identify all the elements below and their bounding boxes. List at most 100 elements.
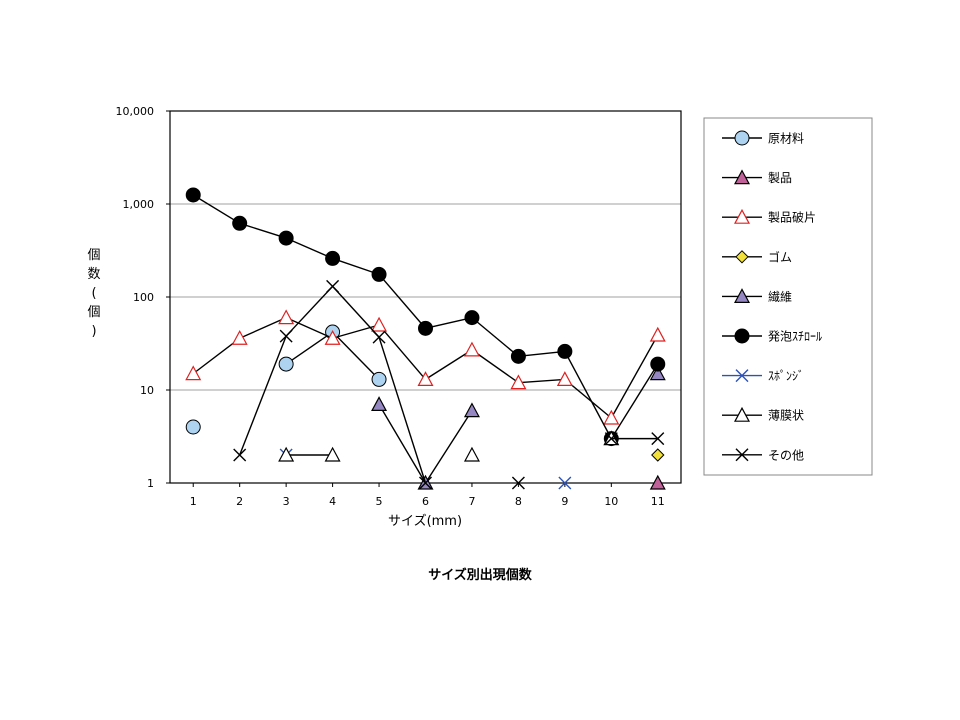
- series-line-segment: [285, 331, 333, 365]
- legend-label: 製品: [768, 171, 792, 185]
- series-line-segment: [378, 324, 427, 380]
- series-line-segment: [378, 273, 427, 329]
- y-axis-label-char: ): [91, 324, 97, 339]
- data-point: [603, 409, 620, 425]
- x-axis-ticks: 1 2 3 4 5 6 7 8 9 10 11: [190, 483, 665, 508]
- data-point: [371, 266, 387, 282]
- legend-marker: [734, 328, 750, 344]
- y-axis-label-char: (: [91, 286, 97, 301]
- y-tick-label: 10,000: [116, 105, 155, 118]
- x-tick-label: 10: [604, 495, 618, 508]
- series-line-segment: [239, 222, 287, 239]
- data-point: [651, 448, 665, 462]
- data-point: [185, 187, 201, 203]
- data-point: [651, 432, 665, 446]
- legend-marker: [733, 169, 751, 185]
- data-point: [278, 230, 294, 246]
- x-tick-label: 4: [329, 495, 336, 508]
- series-line-segment: [425, 316, 473, 330]
- series-1: [649, 474, 666, 490]
- legend-label: その他: [768, 448, 804, 462]
- legend-item: 発泡ｽﾁﾛｰﾙ: [722, 328, 822, 344]
- data-point: [324, 329, 341, 345]
- series-line-segment: [610, 363, 659, 439]
- data-point: [278, 446, 295, 462]
- data-point: [650, 356, 666, 372]
- data-point: [649, 474, 666, 490]
- legend-label: 製品破片: [768, 210, 816, 225]
- data-point: [185, 365, 202, 381]
- data-point: [371, 396, 388, 412]
- x-tick-label: 6: [422, 495, 429, 508]
- data-point: [510, 374, 527, 390]
- data-point: [231, 329, 248, 345]
- legend-marker: [735, 250, 749, 264]
- series-line-segment: [424, 410, 473, 484]
- data-point: [604, 432, 618, 446]
- series-3: [651, 448, 665, 462]
- data-point: [233, 448, 247, 462]
- series-layer: [185, 187, 666, 490]
- x-tick-label: 11: [651, 495, 665, 508]
- series-line-segment: [332, 285, 380, 338]
- legend-marker: [733, 406, 751, 422]
- data-point: [278, 309, 295, 325]
- data-point: [417, 371, 434, 387]
- series-line-segment: [425, 349, 473, 380]
- series-line-segment: [564, 351, 612, 439]
- y-tick-label: 100: [133, 291, 154, 304]
- data-point: [278, 356, 294, 372]
- legend-item: 薄膜状: [722, 406, 804, 423]
- y-axis-label-char: 個: [87, 248, 101, 263]
- data-point: [556, 371, 573, 387]
- legend-item: その他: [722, 448, 804, 462]
- legend-marker: [733, 208, 751, 224]
- data-point: [464, 310, 480, 326]
- legend-item: 製品: [722, 169, 792, 185]
- data-point: [558, 476, 572, 490]
- x-tick-label: 7: [468, 495, 475, 508]
- legend-marker: [733, 288, 751, 303]
- legend-item: 製品破片: [722, 208, 816, 225]
- data-point: [371, 316, 388, 332]
- series-line-segment: [332, 257, 380, 276]
- series-line-segment: [518, 350, 565, 358]
- x-tick-label: 8: [515, 495, 522, 508]
- series-line-segment: [378, 336, 427, 484]
- series-line-segment: [285, 285, 334, 337]
- x-tick-label: 1: [190, 495, 197, 508]
- y-axis-ticks: 1 10 100 1,000 10,000: [116, 105, 170, 490]
- x-tick-label: 2: [236, 495, 243, 508]
- data-point: [649, 365, 666, 381]
- data-point: [463, 402, 480, 418]
- legend-label: ゴム: [768, 249, 792, 264]
- y-tick-label: 10: [140, 384, 154, 397]
- data-point: [649, 326, 666, 342]
- data-point: [279, 329, 293, 343]
- legend-label: 繊維: [768, 290, 792, 304]
- x-tick-label: 5: [376, 495, 383, 508]
- legend-marker: [735, 369, 749, 383]
- data-point: [371, 371, 387, 387]
- data-point: [463, 446, 480, 462]
- chart-caption: サイズ別出現個数: [428, 568, 532, 583]
- series-line-segment: [471, 349, 519, 384]
- series-line-segment: [192, 194, 241, 224]
- y-axis-label-char: 数: [87, 267, 101, 282]
- legend-marker: [735, 448, 749, 462]
- data-point: [463, 341, 480, 357]
- legend-marker: [734, 130, 750, 146]
- legend-item: ゴム: [722, 249, 792, 264]
- series-line-segment: [239, 316, 287, 339]
- legend-item: 原材料: [722, 130, 804, 146]
- series-0: [185, 324, 387, 435]
- series-line-segment: [518, 378, 565, 384]
- series-line-segment: [471, 317, 519, 357]
- y-axis-label-char: 個: [87, 305, 101, 320]
- data-point: [511, 476, 525, 490]
- y-tick-label: 1,000: [123, 198, 155, 211]
- series-2: [185, 309, 666, 425]
- data-point: [510, 348, 526, 364]
- data-point: [326, 279, 340, 293]
